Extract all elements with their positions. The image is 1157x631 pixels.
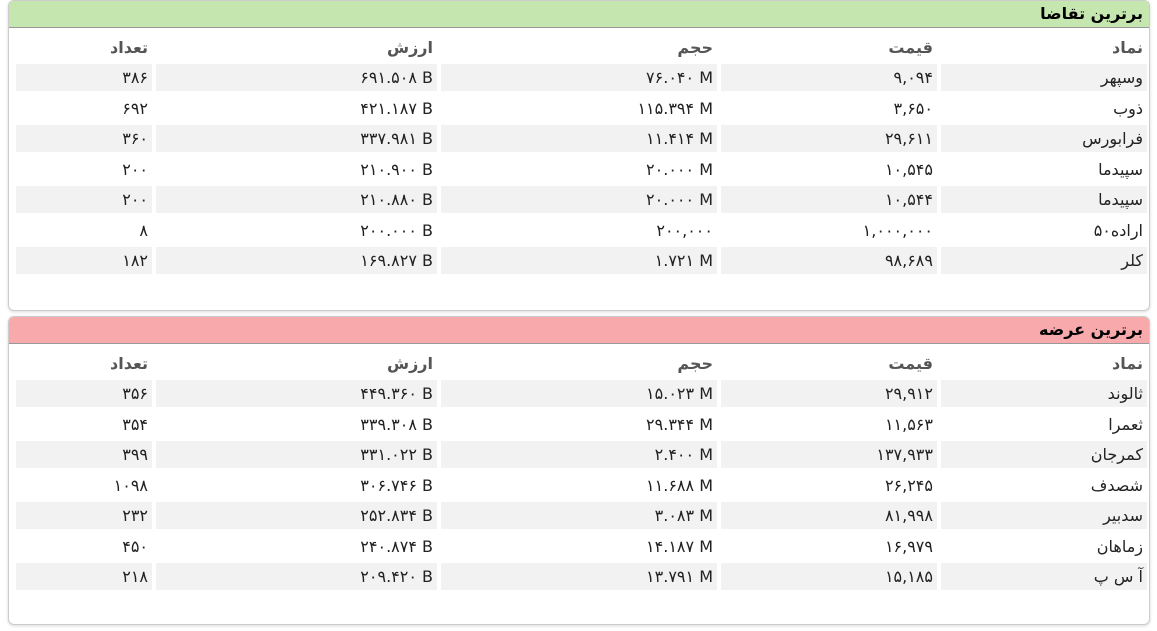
value-cell: ۱.۷۲۱ M	[441, 247, 717, 274]
column-header: تعداد	[110, 38, 148, 57]
value-cell: ۴۵۰	[122, 536, 148, 556]
symbol-cell: ثعمرا	[1108, 414, 1143, 434]
value-cell: ۱۰,۵۴۵	[884, 159, 933, 179]
panel-title: برترین تقاضا	[1040, 4, 1143, 23]
value-cell: ۱,۰۰۰,۰۰۰	[862, 220, 933, 240]
value-cell: ۳۳۹.۳۰۸ B	[360, 414, 433, 434]
column-header: حجم	[677, 38, 713, 57]
symbol-cell: آ س پ	[941, 563, 1147, 590]
value-cell: ۱۳۷,۹۳۳	[721, 441, 937, 468]
column-header: ارزش	[387, 354, 433, 373]
value-cell: ۲۱۰.۸۸۰ B	[156, 186, 437, 213]
value-cell: ۳۳۷.۹۸۱ B	[156, 125, 437, 152]
symbol-cell: کلر	[941, 247, 1147, 274]
value-cell: ۱۳.۷۹۱ M	[441, 563, 717, 590]
symbol-cell: کمرجان	[941, 441, 1147, 468]
value-cell: ۲۰.۰۰۰ M	[441, 186, 717, 213]
value-cell: ۲.۴۰۰ M	[441, 441, 717, 468]
value-cell: ۱۶۹.۸۲۷ B	[156, 247, 437, 274]
column-header: قیمت	[888, 354, 933, 373]
symbol-cell: ذوب	[1113, 98, 1143, 118]
value-cell: ۱۸۲	[16, 247, 152, 274]
value-cell: ۱۴.۱۸۷ M	[646, 536, 713, 556]
value-cell: ۲۴۰.۸۷۴ B	[360, 536, 433, 556]
panel-header: برترین عرضه	[9, 317, 1149, 344]
value-cell: ۳۸۶	[16, 64, 152, 91]
value-cell: ۳۵۴	[122, 414, 148, 434]
value-cell: ۲۹,۹۱۲	[721, 380, 937, 407]
value-cell: ۷۶.۰۴۰ M	[441, 64, 717, 91]
symbol-cell: فرابورس	[941, 125, 1147, 152]
value-cell: ۲۱۰.۹۰۰ B	[360, 159, 433, 179]
symbol-cell: اراده۵۰	[1093, 220, 1143, 240]
panel-title: برترین عرضه	[1039, 320, 1143, 339]
panel-header: برترین تقاضا	[9, 1, 1149, 28]
value-cell: ۲۱۸	[16, 563, 152, 590]
symbol-cell: سپیدما	[1098, 159, 1143, 179]
value-cell: ۲۰۰,۰۰۰	[656, 220, 713, 240]
value-cell: ۳۶۰	[16, 125, 152, 152]
symbol-cell: سپیدما	[941, 186, 1147, 213]
value-cell: ۴۴۹.۳۶۰ B	[156, 380, 437, 407]
value-cell: ۳۹۹	[16, 441, 152, 468]
column-header: ارزش	[387, 38, 433, 57]
value-cell: ۲۰۰	[122, 159, 148, 179]
symbol-cell: زماهان	[1096, 536, 1143, 556]
column-header: حجم	[677, 354, 713, 373]
table-panel: برترین تقاضا نماد قیمت حجم ارزش تعداد وسپهر ۹,۰…	[8, 0, 1150, 311]
value-cell: ۲۶,۲۴۵	[884, 475, 933, 495]
value-cell: ۱۰۹۸	[113, 475, 148, 495]
value-cell: ۳۰۶.۷۴۶ B	[360, 475, 433, 495]
value-cell: ۲۳۲	[16, 502, 152, 529]
value-cell: ۴۲۱.۱۸۷ B	[360, 98, 433, 118]
symbol-cell: ثالوند	[941, 380, 1147, 407]
value-cell: ۲۹,۶۱۱	[721, 125, 937, 152]
value-cell: ۳,۶۵۰	[893, 98, 933, 118]
value-cell: ۲۰۰	[16, 186, 152, 213]
column-header: نماد	[1112, 38, 1143, 57]
symbol-cell: سدبیر	[941, 502, 1147, 529]
value-cell: ۹۸,۶۸۹	[721, 247, 937, 274]
value-cell: ۳۵۶	[16, 380, 152, 407]
value-cell: ۲۰۹.۴۲۰ B	[156, 563, 437, 590]
value-cell: ۱۶,۹۷۹	[884, 536, 933, 556]
value-cell: ۱۰,۵۴۴	[721, 186, 937, 213]
value-cell: ۳۳۱.۰۲۲ B	[156, 441, 437, 468]
value-cell: ۱۵,۱۸۵	[721, 563, 937, 590]
value-cell: ۱۱.۴۱۴ M	[441, 125, 717, 152]
value-cell: ۱۱,۵۶۳	[884, 414, 933, 434]
value-cell: ۱۱۵.۳۹۴ M	[637, 98, 713, 118]
value-cell: ۶۹۱.۵۰۸ B	[156, 64, 437, 91]
value-cell: ۸	[139, 220, 148, 240]
value-cell: ۸۱,۹۹۸	[721, 502, 937, 529]
value-cell: ۳.۰۸۳ M	[441, 502, 717, 529]
value-cell: ۶۹۲	[122, 98, 148, 118]
value-cell: ۲۰.۰۰۰ M	[646, 159, 713, 179]
value-cell: ۹,۰۹۴	[721, 64, 937, 91]
symbol-cell: وسپهر	[941, 64, 1147, 91]
column-header: تعداد	[110, 354, 148, 373]
column-header: قیمت	[888, 38, 933, 57]
value-cell: ۲۵۲.۸۳۴ B	[156, 502, 437, 529]
value-cell: ۲۰۰.۰۰۰ B	[360, 220, 433, 240]
value-cell: ۱۱.۶۸۸ M	[646, 475, 713, 495]
column-header: نماد	[1112, 354, 1143, 373]
value-cell: ۲۹.۳۴۴ M	[646, 414, 713, 434]
value-cell: ۱۵.۰۲۳ M	[441, 380, 717, 407]
table-panel: برترین عرضه نماد قیمت حجم ارزش تعداد ثالوند ۲۹,…	[8, 316, 1150, 625]
symbol-cell: شصدف	[1090, 475, 1143, 495]
